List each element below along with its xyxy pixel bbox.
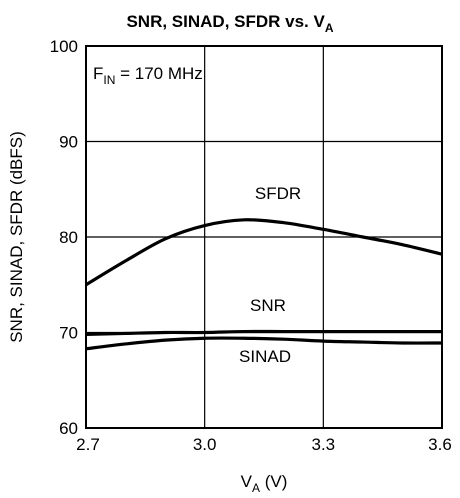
chart-title: SNR, SINAD, SFDR vs. VA (126, 12, 333, 35)
x-tick-label: 3.3 (312, 435, 336, 454)
y-tick-label: 100 (50, 37, 78, 56)
series-line-snr (85, 329, 442, 337)
grid (86, 46, 442, 428)
series-label-sfdr: SFDR (255, 184, 301, 203)
x-tick-labels: 2.7 3.0 3.3 3.6 (76, 435, 452, 454)
series-label-snr: SNR (250, 296, 286, 315)
x-tick-label: 3.6 (428, 435, 452, 454)
x-axis-label: VA (V) (241, 472, 288, 495)
chart-title-subscript: A (325, 21, 334, 35)
y-tick-label: 70 (59, 324, 78, 343)
y-axis-label: SNR, SINAD, SFDR (dBFS) (7, 131, 26, 343)
x-tick-label: 3.0 (193, 435, 217, 454)
y-tick-label: 90 (59, 133, 78, 152)
y-tick-label: 80 (59, 228, 78, 247)
y-tick-label: 60 (59, 419, 78, 438)
series-label-sinad: SINAD (239, 347, 291, 366)
annotation-fin: FIN = 170 MHz (93, 64, 203, 87)
x-tick-label: 2.7 (76, 435, 100, 454)
series-lines (85, 218, 443, 351)
y-tick-labels: 60 70 80 90 100 (50, 37, 78, 438)
series-line-sfdr (85, 218, 443, 287)
series-line-sinad (85, 336, 443, 351)
